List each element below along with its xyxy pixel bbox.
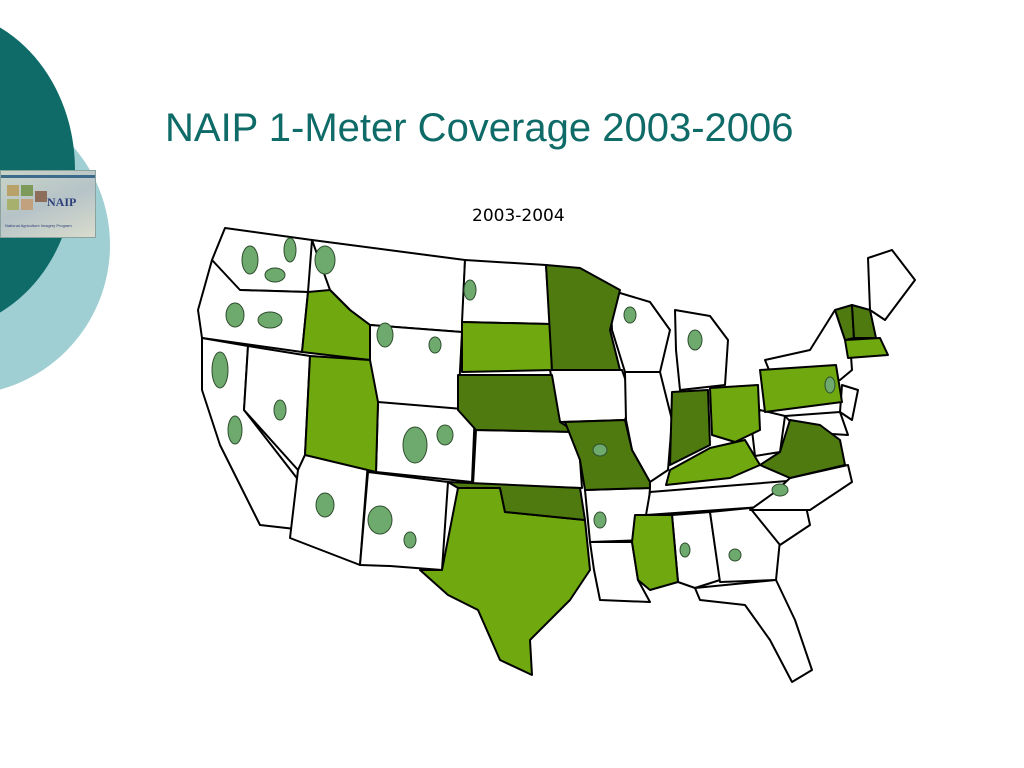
state-indiana	[669, 389, 711, 466]
state-iowa	[549, 369, 633, 423]
naip-logo: NAIP National Agriculture Imagery Progra…	[0, 170, 96, 238]
state-mississippi	[631, 514, 679, 591]
state-minnesota	[545, 264, 621, 371]
map-year-label: 2003-2004	[472, 206, 565, 226]
state-new-mexico	[359, 471, 449, 571]
logo-text: NAIP	[47, 195, 77, 209]
state-michigan	[674, 309, 729, 391]
state-idaho	[301, 289, 371, 361]
state-georgia	[709, 507, 781, 583]
state-new-hampshire	[851, 304, 877, 339]
state-ohio	[709, 384, 761, 443]
logo-caption: National Agriculture Imagery Program	[5, 223, 72, 228]
state-massachusetts	[844, 337, 889, 359]
state-maine	[867, 249, 916, 321]
state-utah	[304, 355, 379, 473]
us-coverage-map	[197, 227, 916, 683]
state-virginia	[759, 419, 846, 479]
state-wisconsin	[609, 289, 671, 373]
partial-coverage-patches	[211, 237, 836, 562]
state-kansas	[472, 429, 583, 489]
state-florida	[694, 579, 813, 683]
state-pennsylvania	[759, 364, 843, 413]
state-south-dakota	[461, 321, 553, 373]
state-oklahoma	[447, 481, 586, 521]
slide-title: NAIP 1-Meter Coverage 2003-2006	[165, 106, 794, 150]
state-missouri	[564, 419, 651, 491]
